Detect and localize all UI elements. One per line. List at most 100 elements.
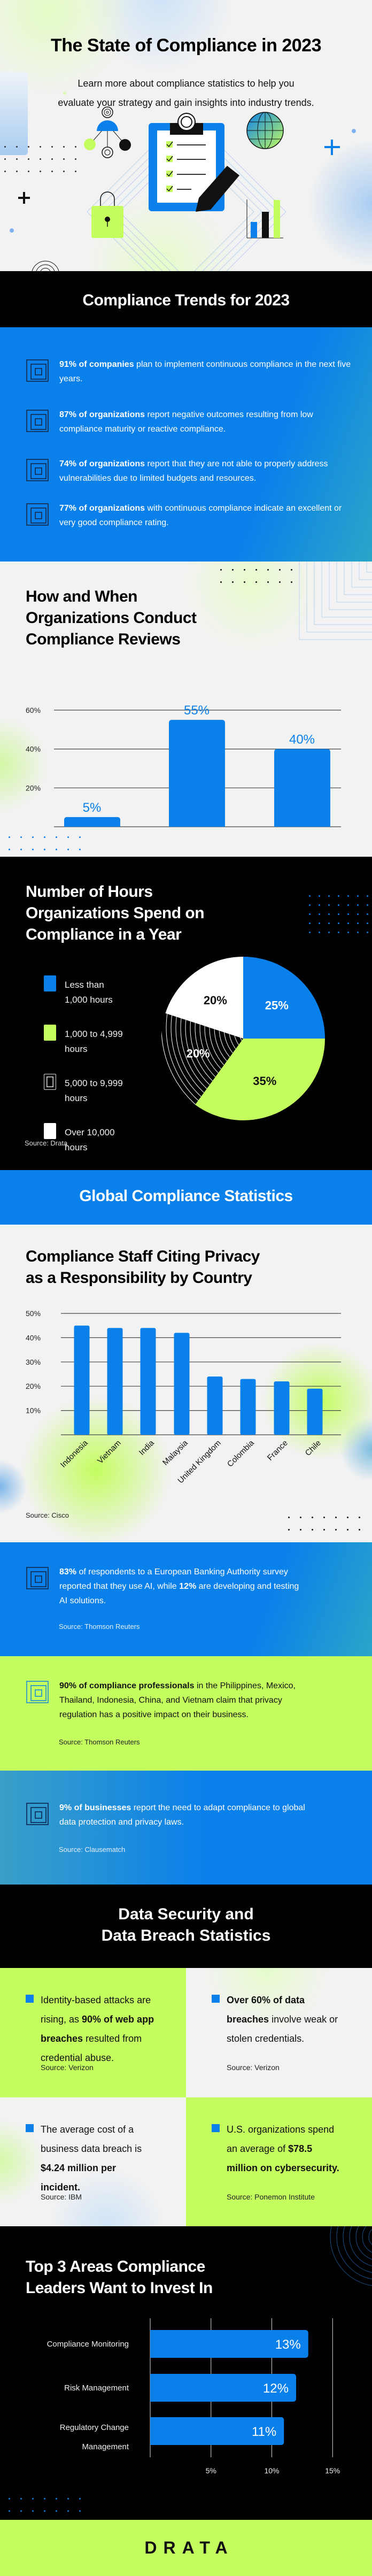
body-text: U.S. organizations spend an average of — [227, 2124, 335, 2154]
bar — [207, 1377, 223, 1435]
title-line: Top 3 Areas Compliance — [26, 2258, 205, 2275]
dot-grid-decoration — [288, 1517, 370, 1531]
body-text: resulted from credential abuse. — [41, 2033, 142, 2063]
pencil-icon — [196, 166, 239, 212]
section-title: Data Security and Data Breach Statistics — [0, 1904, 372, 1947]
bar-base — [150, 2417, 154, 2445]
title-line: Organizations Spend on — [26, 904, 205, 922]
hero-section: The State of Compliance in 2023 Learn mo… — [0, 0, 372, 271]
highlight-text: 12% — [179, 1582, 197, 1591]
breach-cell: U.S. organizations spend an average of $… — [186, 2097, 372, 2226]
title-line: How and When — [26, 588, 137, 605]
square-icon — [26, 1803, 49, 1825]
x-category-label: Vietnam — [96, 1439, 123, 1466]
bar-base — [274, 824, 330, 827]
stat-card-privacy: 90% of compliance professionals in the P… — [0, 1656, 372, 1771]
stripe-arc — [170, 1013, 243, 1105]
subtitle-line: Learn more about compliance statistics t… — [78, 78, 294, 89]
highlight-text: 87% of organizations — [59, 410, 145, 419]
drata-logo[interactable]: DRATA — [144, 2538, 234, 2557]
privacy-bar-chart: 10% 20% 30% 40% 50% Indonesia Vietnam India Mala… — [26, 1309, 341, 1485]
legend-label: 1,000 to 4,999 hours — [65, 1029, 123, 1054]
highlight-text: $78.5 million on cybersecurity. — [227, 2143, 339, 2173]
body-text: Identity-based attacks are rising, as — [41, 1995, 151, 2025]
title-line: Number of Hours — [26, 883, 153, 901]
invest-bar-chart: 5% 10% 15% 13% Compliance Monitoring 12% Risk … — [47, 2318, 340, 2475]
legend-swatch — [44, 975, 56, 991]
stripe-arc — [209, 1013, 243, 1083]
highlight-text: 83% — [59, 1567, 77, 1577]
clipboard-icon — [149, 113, 224, 211]
title-line: as a Responsibility by Country — [26, 1269, 252, 1287]
dot-grid-decoration — [9, 836, 91, 850]
bar — [150, 2330, 308, 2358]
bar — [307, 1388, 323, 1435]
title-line: Compliance Reviews — [26, 630, 181, 648]
legend-swatch — [44, 1123, 56, 1139]
square-icon — [26, 459, 49, 481]
breach-text: U.S. organizations spend an average of $… — [227, 2120, 344, 2178]
title-line: Leaders Want to Invest In — [26, 2279, 213, 2297]
bar-base — [64, 824, 120, 827]
breach-cell: Over 60% of data breaches involve weak o… — [186, 1968, 372, 2097]
trend-text: 91% of companies plan to implement conti… — [59, 357, 352, 386]
breach-cell: The average cost of a business data brea… — [0, 2097, 186, 2226]
left-gradient-panel — [0, 72, 28, 155]
global-header: Global Compliance Statistics — [0, 1170, 372, 1225]
x-category-label: India — [137, 1438, 156, 1457]
lock-icon — [91, 191, 123, 238]
reviews-bar-chart: 20%40%60%5%Before Audit55%Manual Interva… — [26, 703, 341, 827]
body-text: report that they are not able to properl… — [59, 459, 328, 483]
y-tick-label: 30% — [26, 1358, 41, 1366]
body-text: in the Philippines, Mexico, Thailand, In… — [59, 1681, 296, 1719]
chart-title: Compliance Staff Citing Privacy as a Res… — [26, 1246, 260, 1289]
source-text: Source: Cisco — [26, 1511, 69, 1519]
square-icon — [26, 1681, 49, 1703]
source-text: Source: Verizon — [227, 2063, 280, 2072]
bar-base — [150, 2330, 154, 2358]
legend-label: Less than 1,000 hours — [65, 980, 113, 1005]
bar-value-label: 11% — [252, 2425, 276, 2439]
highlight-text: 91% of companies — [59, 360, 134, 369]
source-text: Source: Clausematch — [59, 1846, 126, 1854]
highlight-text: $4.24 million per incident. — [41, 2163, 117, 2193]
pie-value-label: 20% — [204, 994, 227, 1007]
source-text: Source: Verizon — [41, 2063, 94, 2072]
source-text: Source: Thomson Reuters — [59, 1738, 140, 1746]
body-text: plan to implement continuous compliance … — [59, 360, 351, 383]
trend-text: 87% of organizations report negative out… — [59, 407, 352, 436]
y-tick-label: 40% — [26, 745, 41, 753]
y-category-label: Risk Management — [64, 2383, 129, 2393]
network-icon — [84, 106, 131, 158]
square-icon — [26, 503, 49, 526]
trend-text: 74% of organizations report that they ar… — [59, 457, 352, 486]
square-marker-icon — [212, 1995, 220, 2003]
bar-value-label: 5% — [83, 801, 102, 815]
arc-decoration — [330, 2226, 372, 2286]
dot-grid-decoration — [220, 569, 303, 583]
breach-text: Identity-based attacks are rising, as 90… — [41, 1990, 158, 2067]
hours-section: Number of Hours Organizations Spend on C… — [0, 857, 372, 1170]
x-category-label: France — [266, 1439, 290, 1463]
breach-cell: Identity-based attacks are rising, as 90… — [0, 1968, 186, 2097]
bar — [150, 2417, 284, 2445]
highlight-text: 74% of organizations — [59, 459, 145, 468]
body-text: of respondents to a European Banking Aut… — [59, 1567, 288, 1591]
legend-swatch — [44, 1025, 56, 1041]
dot-grid-decoration — [4, 146, 87, 172]
hours-pie-chart: 25% 35% 20% 20% — [161, 957, 325, 1120]
bar-value-label: 13% — [275, 2337, 301, 2352]
pie-slice — [165, 957, 243, 1039]
square-lines-decoration — [299, 562, 372, 640]
section-title: Compliance Trends for 2023 — [82, 291, 290, 309]
plus-icon — [324, 140, 340, 155]
x-category-label: Indonesia — [59, 1438, 90, 1469]
y-category-label: Management — [82, 2442, 129, 2451]
breach-text: The average cost of a business data brea… — [41, 2120, 158, 2197]
bar-value-label: 55% — [184, 703, 210, 718]
stat-text: 90% of compliance professionals in the P… — [59, 1679, 321, 1722]
body-text: involve weak or stolen credentials. — [227, 2014, 338, 2044]
x-category-label: Colombia — [226, 1438, 256, 1468]
stripe-arc — [185, 1013, 243, 1105]
y-category-label: Regulatory Change — [60, 2423, 129, 2432]
